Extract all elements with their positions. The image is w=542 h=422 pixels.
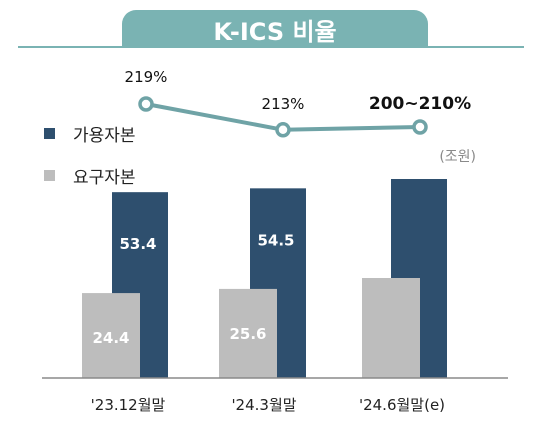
x-tick-label-0: '23.12월말: [91, 396, 166, 414]
bar-required-0: [82, 293, 140, 378]
ratio-point-2: [412, 119, 428, 135]
legend-item-required-capital: 요구자본: [44, 164, 136, 188]
ratio-label-0: 219%: [125, 68, 168, 86]
legend-label-required-capital: 요구자본: [73, 167, 136, 188]
legend-label-available-capital: 가용자본: [73, 125, 136, 146]
legend: 가용자본 요구자본: [44, 122, 136, 206]
x-tick-label-1: '24.3월말: [231, 396, 296, 414]
x-tick-label-2: '24.6월말(e): [359, 396, 445, 414]
chart-title: K-ICS 비율: [122, 10, 428, 48]
unit-label: (조원): [439, 149, 476, 165]
ratio-label-1: 213%: [262, 95, 305, 113]
bar-label-available-0: 53.4: [119, 235, 156, 253]
legend-swatch-available-capital: [44, 127, 55, 139]
ratio-point-0: [138, 96, 154, 112]
legend-swatch-required-capital: [44, 169, 55, 181]
bar-label-available-1: 54.5: [257, 231, 294, 249]
bar-label-required-0: 24.4: [92, 329, 129, 347]
ratio-point-1: [275, 122, 291, 138]
bar-required-1: [219, 288, 277, 378]
legend-item-available-capital: 가용자본: [44, 122, 136, 146]
title-underline: [18, 46, 524, 48]
bar-required-2: [362, 278, 420, 378]
ratio-label-2: 200~210%: [369, 94, 471, 114]
bar-label-required-1: 25.6: [229, 325, 266, 343]
